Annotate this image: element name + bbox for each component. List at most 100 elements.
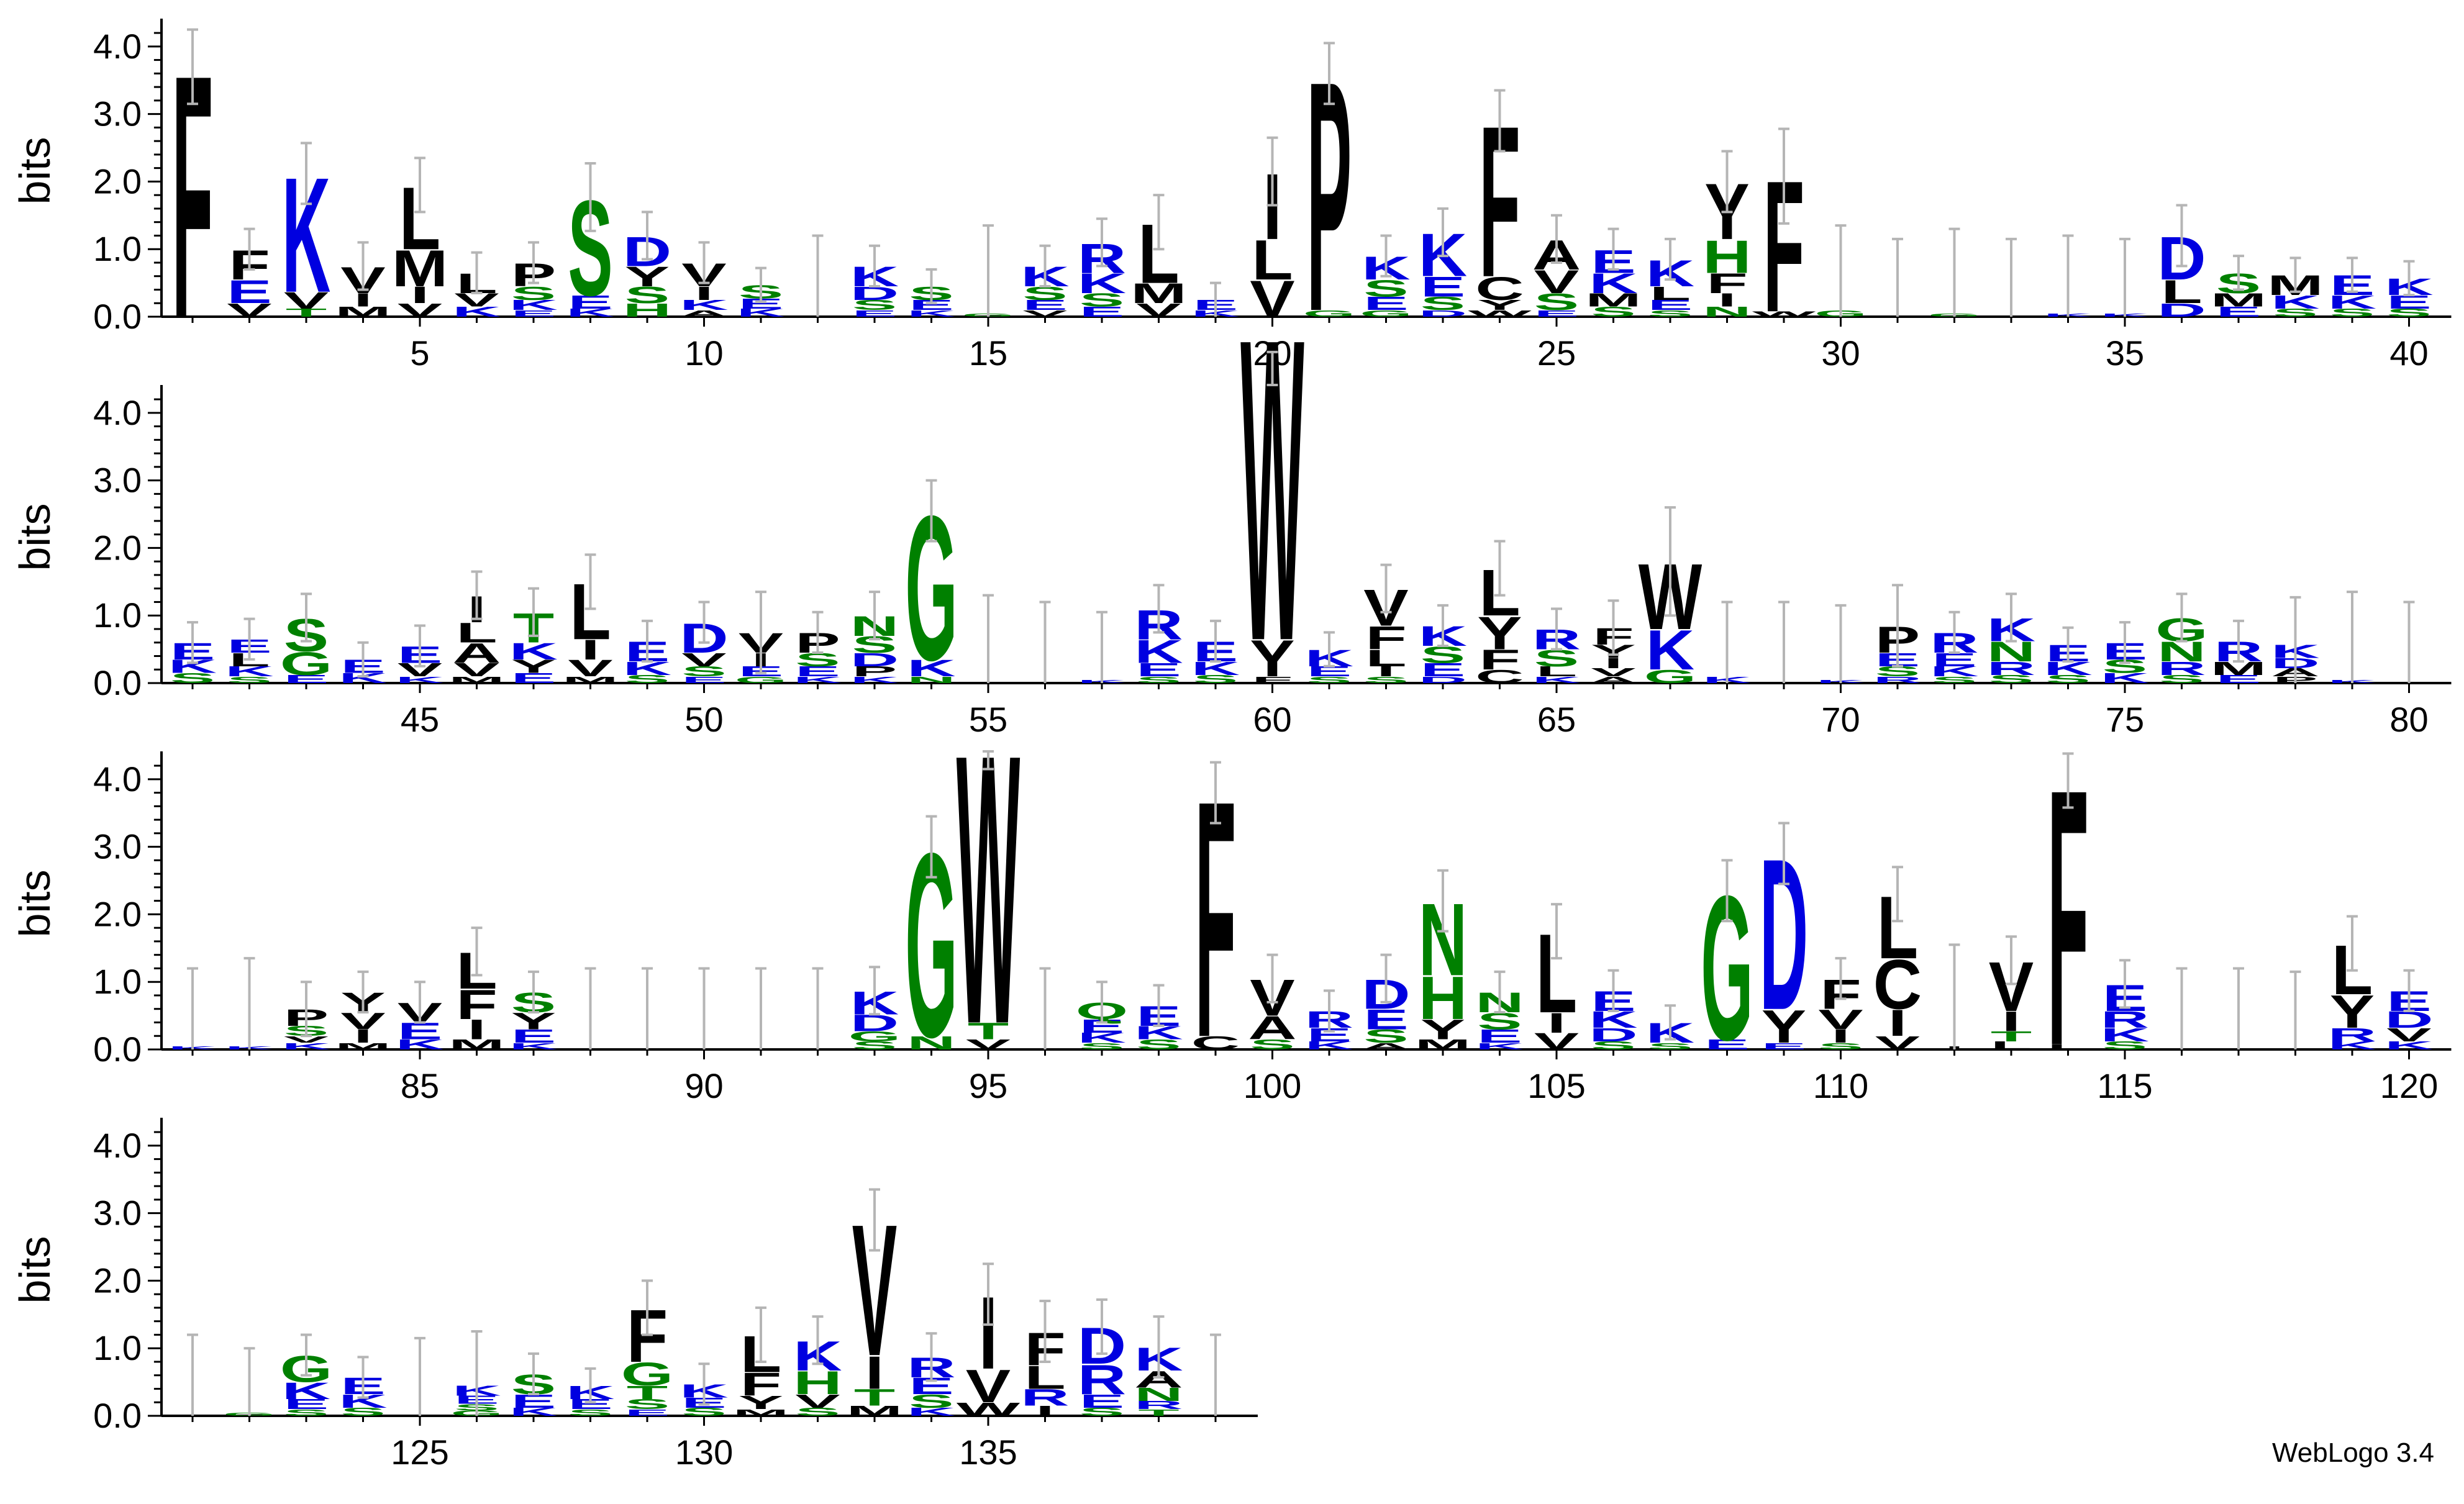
residue-W-pos-29: W [1752, 310, 1816, 318]
residue-T-pos-3: T [286, 307, 327, 319]
residue-R-pos-138: R [1134, 1399, 1183, 1411]
residue-G-pos-129: G [621, 1356, 673, 1393]
residue-H-pos-9: H [623, 300, 671, 321]
x-tick-label: 130 [675, 1433, 733, 1472]
residue-W-pos-135: W [957, 1399, 1021, 1420]
x-tick-label: 60 [1253, 700, 1291, 739]
residue-K-pos-54: K [907, 655, 955, 681]
residue-D-pos-63: D [1419, 675, 1467, 686]
residue-V-pos-16: V [1022, 309, 1068, 319]
x-tick-label: 90 [684, 1066, 723, 1105]
logo-row-3: bits0.01.02.03.04.0KKKVSPMIVY85KEVMIFLKE… [11, 675, 2452, 1121]
residue-S-pos-134: S [909, 1391, 953, 1412]
residue-E-pos-13: E [852, 309, 897, 319]
residue-S-pos-93: S [852, 1040, 897, 1052]
x-tick-label: 25 [1537, 333, 1576, 373]
residue-M-pos-103: M [1415, 1036, 1471, 1052]
residue-K-pos-115: K [2101, 1025, 2149, 1046]
residue-K-pos-119: K [2328, 1040, 2376, 1052]
residue-Y-pos-60: Y [1250, 630, 1294, 687]
residue-S-pos-128: S [568, 1408, 612, 1418]
residue-I-pos-110: I [1831, 1026, 1850, 1047]
residue-Y-pos-119: Y [2330, 985, 2375, 1038]
residue-E-pos-50: E [681, 675, 726, 686]
y-tick-label: 2.0 [93, 528, 142, 567]
residue-Y-pos-109: Y [1762, 1000, 1806, 1053]
residue-K-pos-58: K [1134, 633, 1183, 670]
residue-S-pos-9: S [625, 282, 670, 308]
residue-E-pos-23: E [1421, 271, 1465, 302]
logo-row-4: bits0.01.02.03.04.0GSEKGSKE125GSEKKESSEK… [11, 1118, 1258, 1472]
residue-E-pos-102: E [1363, 1003, 1408, 1035]
residue-G-pos-43: G [280, 646, 332, 682]
residue-W-pos-24: W [1468, 309, 1532, 319]
residue-K-pos-14: K [907, 309, 955, 319]
residue-F-pos-86: F [456, 981, 497, 1028]
residue-R-pos-119: R [2328, 1025, 2376, 1046]
residue-S-pos-7: S [511, 283, 556, 304]
residue-E-pos-137: E [1080, 1391, 1124, 1412]
residue-V-pos-66: V [1591, 666, 1636, 679]
residue-R-pos-136: R [1021, 1385, 1069, 1411]
residue-I-pos-5: I [411, 282, 429, 308]
residue-V-pos-111: V [1875, 1033, 1920, 1054]
residue-D-pos-23: D [1419, 309, 1467, 319]
x-tick-label: 30 [1821, 333, 1860, 373]
residue-V-pos-25: V [1534, 264, 1579, 301]
y-tick-label: 3.0 [93, 94, 142, 134]
residue-K-pos-7: K [509, 297, 558, 313]
residue-M-pos-86: M [448, 1036, 504, 1052]
residue-A-pos-10: A [680, 309, 728, 319]
x-tick-label: 115 [2097, 1066, 2152, 1105]
residue-S-pos-23: S [1421, 293, 1465, 314]
x-tick-label: 110 [1813, 1066, 1868, 1105]
residue-I-pos-111: I [1888, 1002, 1907, 1044]
residue-I-pos-86: I [467, 1014, 486, 1046]
residue-S-pos-73: S [1989, 673, 2034, 686]
residue-M-pos-84: M [335, 1041, 391, 1052]
residue-K-pos-52: K [793, 675, 842, 686]
weblogo-credit: WebLogo 3.4 [2272, 1438, 2434, 1468]
residue-E-pos-77: E [2216, 673, 2261, 686]
residue-S-pos-76: S [2159, 673, 2204, 686]
residue-G-pos-93: G [848, 1028, 901, 1044]
residue-H-pos-132: H [793, 1365, 842, 1402]
residue-W-pos-95: W [957, 675, 1021, 1105]
residue-E-pos-8: E [568, 292, 612, 313]
residue-R-pos-73: R [1987, 658, 2035, 679]
residue-V-pos-46: V [454, 659, 499, 681]
residue-C-pos-24: C [1475, 271, 1524, 307]
residue-L-pos-62: L [1365, 645, 1406, 671]
residue-K-pos-17: K [1078, 268, 1126, 299]
residue-E-pos-17: E [1080, 304, 1124, 319]
x-tick-label: 55 [969, 700, 1007, 739]
residue-A-pos-66: A [1589, 675, 1637, 686]
residue-A-pos-46: A [452, 637, 501, 669]
residue-N-pos-94: N [907, 1033, 955, 1054]
y-axis-label: bits [11, 137, 59, 205]
x-tick-label: 5 [410, 333, 429, 373]
residue-L-pos-114: L [2047, 1043, 2088, 1051]
x-tick-label: 135 [959, 1433, 1017, 1472]
residue-K-pos-101: K [1305, 1040, 1353, 1052]
x-tick-label: 100 [1243, 1066, 1301, 1105]
x-tick-label: 15 [969, 333, 1007, 373]
residue-V-pos-110: V [1818, 1003, 1863, 1035]
residue-I-pos-136: I [1035, 1403, 1054, 1418]
residue-S-pos-97: S [1080, 1041, 1124, 1052]
residue-E-pos-47: E [511, 670, 556, 686]
residue-V-pos-132: V [795, 1391, 840, 1412]
residue-L-pos-113: L [1991, 1040, 2032, 1052]
residue-S-pos-61: S [1307, 675, 1352, 686]
residue-E-pos-63: E [1421, 659, 1465, 681]
residue-D-pos-106: D [1589, 1025, 1637, 1046]
y-tick-label: 0.0 [93, 297, 142, 336]
residue-N-pos-138: N [1134, 1384, 1183, 1405]
residue-S-pos-17: S [1080, 289, 1124, 310]
residue-C-pos-111: C [1873, 946, 1922, 1025]
residue-L-pos-65: L [1536, 664, 1577, 679]
x-tick-label: 10 [684, 333, 723, 373]
y-tick-label: 2.0 [93, 894, 142, 933]
residue-M-pos-131: M [733, 1408, 789, 1418]
